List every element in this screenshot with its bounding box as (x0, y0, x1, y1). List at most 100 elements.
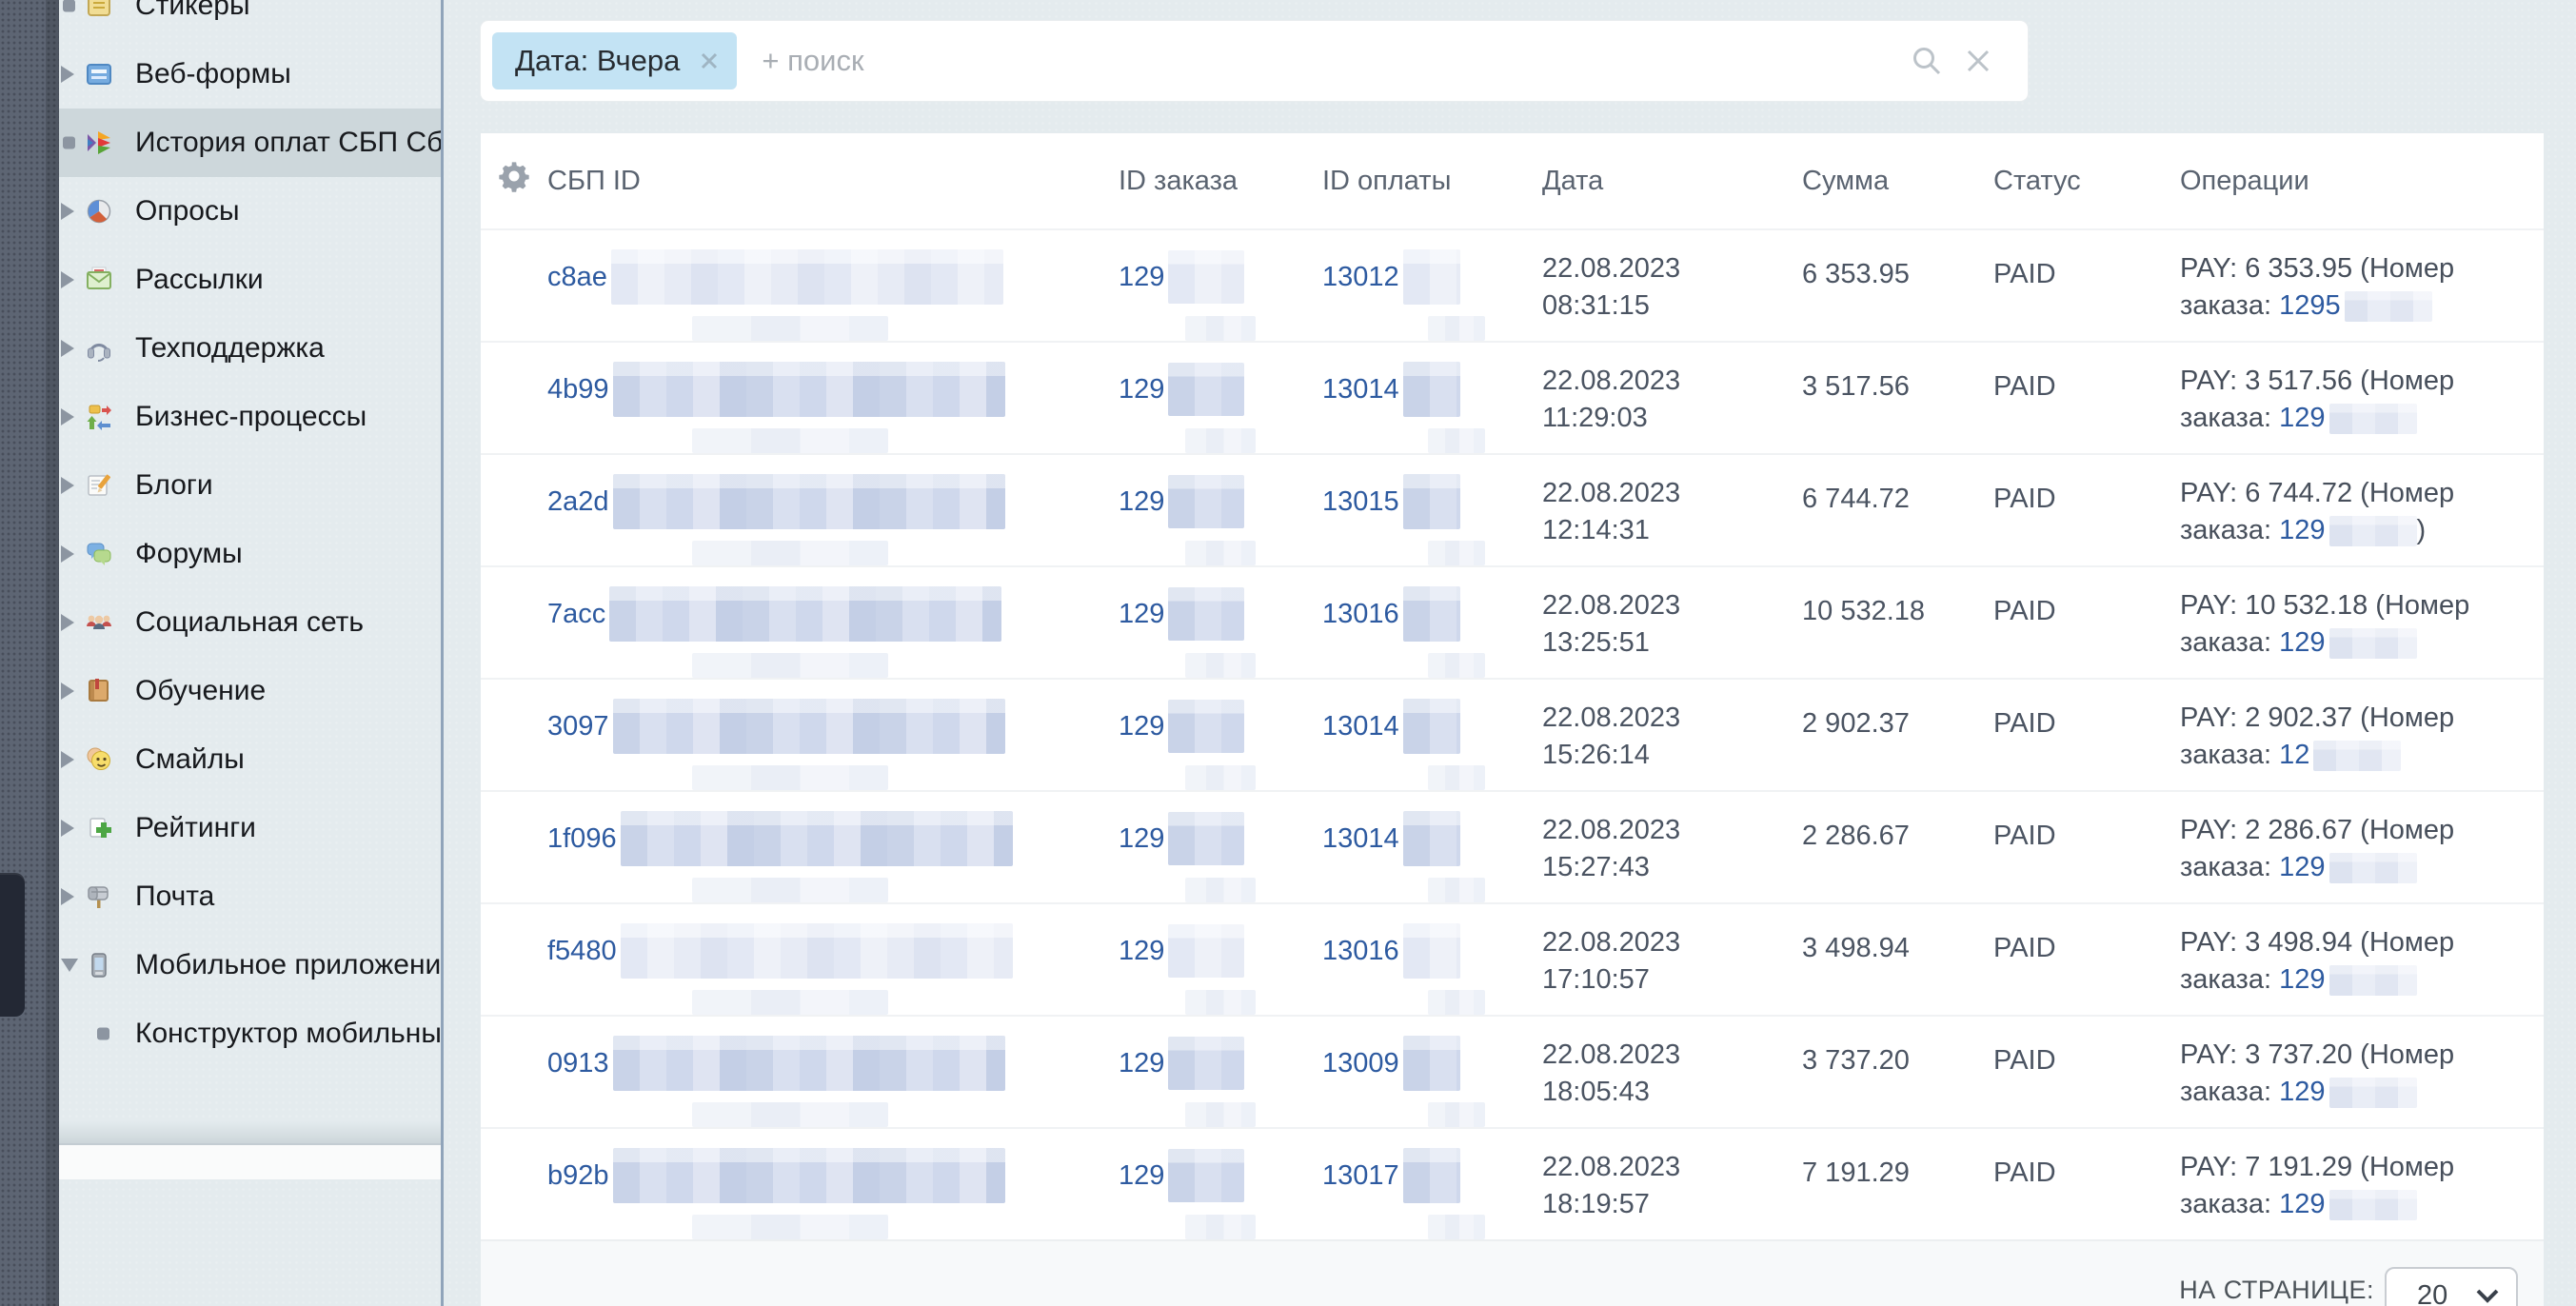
sidebar-item-learning[interactable]: Обучение (59, 657, 441, 725)
clear-filter-icon[interactable] (1961, 44, 1995, 78)
newsletter-icon (87, 267, 111, 289)
sidebar-item-newsletters[interactable]: Рассылки (59, 246, 441, 314)
sbp-id-link[interactable]: c8ae (547, 261, 607, 292)
table-row[interactable]: f5480 129 13016 22.08.2023 17:10:57 3 498… (481, 902, 2544, 1015)
op-order-link[interactable]: 129 (2279, 515, 2326, 545)
amount-cell: 2 902.37 (1802, 708, 1910, 739)
sidebar-item-ratings[interactable]: Рейтинги (59, 794, 441, 862)
expand-arrow-icon[interactable] (61, 614, 74, 631)
sidebar-item-social-network[interactable]: Социальная сеть (59, 588, 441, 657)
order-id-link[interactable]: 129 (1119, 373, 1165, 405)
sbp-id-link[interactable]: 0913 (547, 1047, 609, 1078)
table-row[interactable]: 3097 129 13014 22.08.2023 15:26:14 2 902.… (481, 678, 2544, 790)
column-header-payment-id[interactable]: ID оплаты (1322, 166, 1452, 196)
expand-arrow-icon[interactable] (61, 203, 74, 220)
main-content: Дата: Вчера + поиск СБП ID ID заказа ID … (481, 0, 2544, 1306)
search-placeholder[interactable]: + поиск (762, 44, 864, 77)
column-header-amount[interactable]: Сумма (1802, 166, 1890, 196)
expand-arrow-icon[interactable] (61, 751, 74, 768)
gear-icon[interactable] (498, 160, 530, 192)
table-row[interactable]: 1f096 129 13014 22.08.2023 15:27:43 2 286… (481, 790, 2544, 902)
op-order-link[interactable]: 129 (2279, 403, 2326, 433)
expand-arrow-icon[interactable] (61, 888, 74, 905)
filter-chip-date[interactable]: Дата: Вчера (492, 32, 738, 89)
order-id-link[interactable]: 129 (1119, 1159, 1165, 1191)
sidebar-item-mail[interactable]: Почта (59, 862, 441, 931)
table-row[interactable]: 7acc 129 13016 22.08.2023 13:25:51 10 532… (481, 565, 2544, 678)
expand-arrow-icon[interactable] (61, 340, 74, 357)
op-order-link[interactable]: 12 (2279, 740, 2310, 770)
op-order-link[interactable]: 129 (2279, 852, 2326, 882)
payment-id-link[interactable]: 13014 (1322, 822, 1399, 854)
payment-id-link[interactable]: 13015 (1322, 485, 1399, 517)
sidebar-item-sbp-history[interactable]: История оплат СБП Сберб (59, 109, 441, 177)
order-id-link[interactable]: 129 (1119, 822, 1165, 854)
redacted-blur (2328, 964, 2417, 996)
table-row[interactable]: b92b 129 13017 22.08.2023 18:19:57 7 191.… (481, 1127, 2544, 1239)
collapse-arrow-icon[interactable] (61, 959, 78, 972)
table-row[interactable]: c8ae 129 13012 22.08.2023 08:31:15 6 353.… (481, 228, 2544, 341)
expand-arrow-icon[interactable] (61, 477, 74, 494)
order-id-link[interactable]: 129 (1119, 485, 1165, 517)
sbp-id-link[interactable]: 2a2d (547, 485, 609, 517)
expand-arrow-icon[interactable] (61, 545, 74, 563)
redacted-blur (612, 1036, 1005, 1091)
collapse-panel-handle[interactable] (0, 873, 25, 1017)
payment-id-link[interactable]: 13014 (1322, 373, 1399, 405)
payment-id-link[interactable]: 13017 (1322, 1159, 1399, 1191)
sbp-id-link[interactable]: 3097 (547, 710, 609, 742)
payment-id-link[interactable]: 13014 (1322, 710, 1399, 742)
op-order-link[interactable]: 129 (2279, 964, 2326, 995)
column-header-order-id[interactable]: ID заказа (1119, 166, 1238, 196)
chip-remove-icon[interactable] (699, 50, 720, 71)
expand-arrow-icon[interactable] (61, 683, 74, 700)
sidebar-item-polls[interactable]: Опросы (59, 177, 441, 246)
order-id-link[interactable]: 129 (1119, 598, 1165, 629)
sidebar-item-stickers[interactable]: Стикеры (59, 0, 441, 40)
column-header-sbp-id[interactable]: СБП ID (547, 166, 641, 196)
op-order-link[interactable]: 129 (2279, 1077, 2326, 1107)
payment-id-link[interactable]: 13016 (1322, 935, 1399, 966)
op-order-link[interactable]: 1295 (2279, 290, 2341, 321)
sidebar-item-support[interactable]: Техподдержка (59, 314, 441, 383)
sbp-id-link[interactable]: 1f096 (547, 822, 617, 854)
horizontal-scrollbar-track[interactable] (59, 1145, 441, 1179)
sbp-id-link[interactable]: f5480 (547, 935, 617, 966)
op-order-link[interactable]: 129 (2279, 1189, 2326, 1219)
sidebar-item-forums[interactable]: Форумы (59, 520, 441, 588)
payment-id-link[interactable]: 13009 (1322, 1047, 1399, 1078)
expand-arrow-icon[interactable] (61, 66, 74, 83)
table-row[interactable]: 2a2d 129 13015 22.08.2023 12:14:31 6 744.… (481, 453, 2544, 565)
expand-arrow-icon[interactable] (61, 408, 74, 425)
expand-arrow-icon[interactable] (61, 820, 74, 837)
op-order-link[interactable]: 129 (2279, 627, 2326, 658)
order-id-link[interactable]: 129 (1119, 1047, 1165, 1078)
column-header-status[interactable]: Статус (1993, 166, 2081, 196)
filter-bar[interactable]: Дата: Вчера + поиск (481, 21, 2028, 101)
column-header-date[interactable]: Дата (1542, 166, 1604, 196)
sbp-id-link[interactable]: 7acc (547, 598, 606, 629)
column-header-operations[interactable]: Операции (2180, 166, 2309, 196)
table-row[interactable]: 0913 129 13009 22.08.2023 18:05:43 3 737.… (481, 1015, 2544, 1127)
search-icon[interactable] (1910, 44, 1944, 78)
learning-icon (89, 679, 109, 702)
order-id-link[interactable]: 129 (1119, 935, 1165, 966)
table-row[interactable]: 4b99 129 13014 22.08.2023 11:29:03 3 517.… (481, 341, 2544, 453)
redacted-blur-faint (1428, 1215, 1485, 1239)
redacted-blur-faint (1185, 990, 1256, 1015)
sidebar-item-smileys[interactable]: Смайлы (59, 725, 441, 794)
per-page-select[interactable]: 20 (2385, 1267, 2518, 1306)
sidebar-item-mobile-constructor[interactable]: Конструктор мобильных п (59, 999, 441, 1068)
sidebar-item-blogs[interactable]: Блоги (59, 451, 441, 520)
sidebar-item-mobile-app[interactable]: Мобильное приложение (59, 931, 441, 999)
sbp-id-link[interactable]: 4b99 (547, 373, 609, 405)
sidebar-item-label: Смайлы (135, 743, 245, 775)
sidebar-item-business-processes[interactable]: Бизнес-процессы (59, 383, 441, 451)
payment-id-link[interactable]: 13012 (1322, 261, 1399, 292)
order-id-link[interactable]: 129 (1119, 710, 1165, 742)
expand-arrow-icon[interactable] (61, 271, 74, 288)
sidebar-item-webforms[interactable]: Веб-формы (59, 40, 441, 109)
sbp-id-link[interactable]: b92b (547, 1159, 609, 1191)
payment-id-link[interactable]: 13016 (1322, 598, 1399, 629)
order-id-link[interactable]: 129 (1119, 261, 1165, 292)
